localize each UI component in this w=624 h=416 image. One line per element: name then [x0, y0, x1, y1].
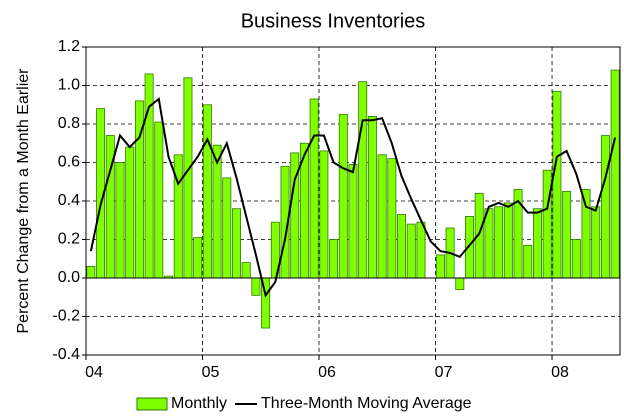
bar	[309, 98, 319, 279]
bar	[183, 77, 193, 279]
bar	[338, 113, 348, 279]
moving-average-line	[89, 97, 617, 298]
y-tick-label: -0.2	[52, 308, 80, 325]
y-tick-label: 0.2	[58, 231, 80, 248]
bar	[86, 266, 96, 279]
bar	[552, 90, 562, 279]
bar	[416, 221, 426, 279]
plot-frame	[85, 46, 621, 356]
x-tick-label: 08	[551, 364, 569, 381]
legend-label: Three-Month Moving Average	[261, 395, 472, 412]
bar	[532, 208, 542, 279]
bar	[455, 277, 465, 290]
bar	[610, 69, 620, 279]
x-tick-label: 05	[202, 364, 220, 381]
bar	[591, 206, 601, 279]
y-tick-label: 0.8	[58, 115, 80, 132]
bar	[212, 144, 222, 279]
y-tick-label: 0.6	[58, 154, 80, 171]
y-tick-label: 0.4	[58, 192, 80, 209]
bar	[600, 135, 610, 279]
bar	[494, 206, 504, 279]
legend-label: Monthly	[171, 395, 227, 412]
bar	[562, 190, 572, 279]
y-tick-label: 1.0	[58, 77, 80, 94]
legend-swatch	[136, 397, 168, 411]
bar	[154, 121, 164, 279]
bar	[241, 262, 251, 279]
bar	[329, 239, 339, 279]
bar	[503, 202, 513, 279]
bar	[319, 150, 329, 279]
y-axis-label: Percent Change from a Month Earlier	[15, 68, 32, 334]
bar	[125, 146, 135, 279]
bar	[523, 244, 533, 279]
bar	[484, 208, 494, 279]
y-tick-label: 1.2	[58, 38, 80, 55]
bar	[202, 104, 212, 279]
bar	[358, 81, 368, 279]
bar	[542, 169, 552, 279]
bar	[377, 154, 387, 279]
bar	[571, 239, 581, 279]
bar	[222, 177, 232, 279]
chart-title: Business Inventories	[241, 10, 426, 32]
y-tick-label: -0.4	[52, 346, 80, 363]
bar	[435, 254, 445, 279]
bar	[397, 214, 407, 279]
x-tick-label: 04	[85, 364, 103, 381]
bar	[193, 237, 203, 279]
bar	[581, 189, 591, 279]
y-tick-label: 0.0	[58, 269, 80, 286]
x-tick-label: 06	[318, 364, 336, 381]
bar	[115, 162, 125, 279]
bar	[232, 208, 241, 279]
bar	[387, 158, 397, 279]
bar	[348, 164, 358, 279]
bar	[367, 115, 377, 279]
bar	[251, 277, 261, 296]
x-tick-label: 07	[435, 364, 453, 381]
bar	[406, 223, 416, 279]
